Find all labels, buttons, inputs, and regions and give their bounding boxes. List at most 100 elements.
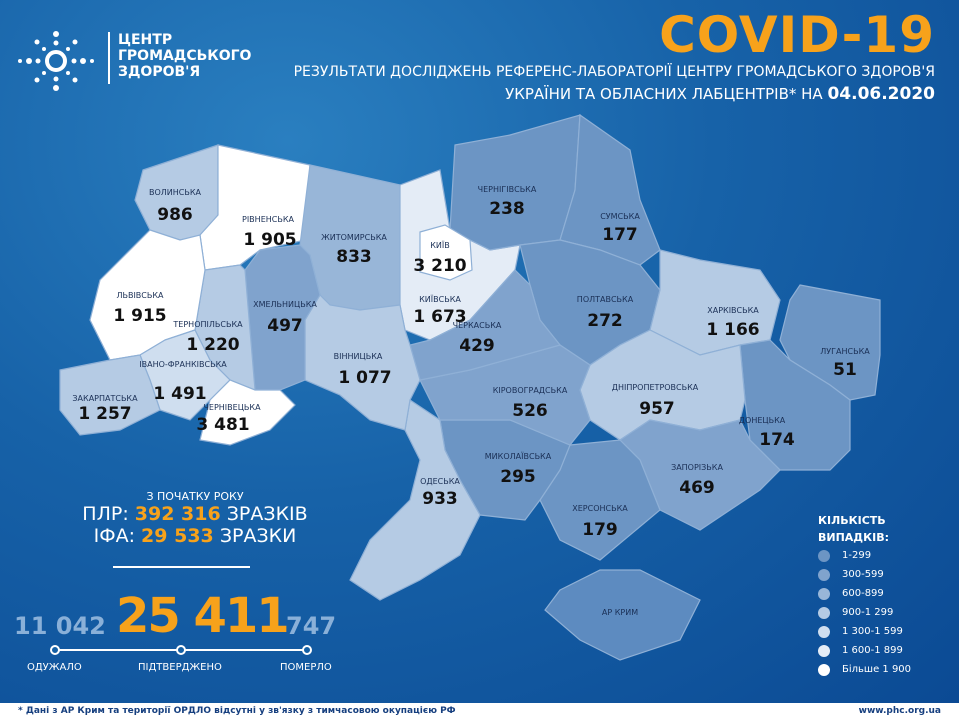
legend: КІЛЬКІСТЬ ВИПАДКІВ: 1-299 300-599 600-899 9… [818, 512, 911, 679]
region-cases: 1 673 [413, 307, 466, 327]
region-cases: 174 [759, 430, 795, 450]
pcr-unit: ЗРАЗКІВ [226, 503, 308, 525]
legend-swatch [818, 644, 830, 657]
legend-label: 900-1 299 [842, 607, 894, 618]
footnote: * Дані з АР Крим та території ОРДЛО відс… [18, 706, 456, 716]
region-cases: 272 [587, 311, 623, 331]
logo-line: ЗДОРОВ'Я [118, 64, 201, 80]
phc-logo-icon [18, 31, 94, 91]
region-cases: 295 [500, 467, 536, 487]
tests-summary: З ПОЧАТКУ РОКУ ПЛР: 392 316 ЗРАЗКІВ ІФА:… [0, 490, 390, 547]
region-cases: 1 915 [113, 306, 166, 326]
subtitle-text: УКРАЇНИ ТА ОБЛАСНИХ ЛАБЦЕНТРІВ* НА [505, 85, 823, 103]
legend-item: 1 300-1 599 [818, 622, 911, 641]
region-name: ЗАПОРІЗЬКА [671, 463, 723, 472]
region-cases: 1 166 [706, 320, 759, 340]
region-cases: 1 220 [186, 335, 239, 355]
page-title: COVID-19 [659, 6, 935, 64]
region-name: ХАРКІВСЬКА [707, 306, 759, 315]
region-cases: 497 [267, 316, 303, 336]
recovered-label: ОДУЖАЛО [27, 662, 82, 673]
logo-line: ЦЕНТР [118, 32, 173, 48]
region-name: ЖИТОМИРСЬКА [321, 233, 387, 242]
legend-swatch [818, 587, 830, 600]
region-name: ПОЛТАВСЬКА [577, 295, 634, 304]
region-24 [199, 379, 296, 446]
region-name: ДНІПРОПЕТРОВСЬКА [612, 383, 699, 392]
region-cases: 1 257 [78, 404, 131, 424]
recovered-dot [50, 645, 60, 655]
legend-label: 1 600-1 899 [842, 645, 903, 656]
footer: * Дані з АР Крим та території ОРДЛО відс… [0, 703, 959, 720]
legend-label: 600-899 [842, 588, 884, 599]
region-cases: 429 [459, 336, 495, 356]
legend-item: 900-1 299 [818, 603, 911, 622]
pcr-value: 392 316 [134, 503, 221, 525]
legend-item: 1 600-1 899 [818, 641, 911, 660]
region-cases: 51 [833, 360, 857, 380]
website-link[interactable]: www.phc.org.ua [858, 706, 941, 716]
region-name: ЧЕРКАСЬКА [453, 321, 502, 330]
since-label: З ПОЧАТКУ РОКУ [146, 490, 244, 503]
confirmed-label: ПІДТВЕРДЖЕНО [138, 662, 222, 673]
pcr-line: ПЛР: 392 316 ЗРАЗКІВ [0, 503, 390, 525]
region-name: ЛУГАНСЬКА [820, 347, 870, 356]
deaths-count: 747 [286, 612, 337, 640]
region-cases: 933 [422, 489, 458, 509]
region-13 [544, 569, 701, 661]
region-name: ЛЬВІВСЬКА [116, 291, 164, 300]
legend-item: 1-299 [818, 546, 911, 565]
region-name: КІРОВОГРАДСЬКА [493, 386, 568, 395]
region-name: ЗАКАРПАТСЬКА [72, 394, 138, 403]
divider [113, 566, 250, 568]
region-name: ОДЕСЬКА [420, 477, 460, 486]
region-name: ВОЛИНСЬКА [149, 188, 202, 197]
logo-divider [108, 32, 110, 84]
pcr-label: ПЛР: [82, 503, 129, 525]
subtitle: РЕЗУЛЬТАТИ ДОСЛІДЖЕНЬ РЕФЕРЕНС-ЛАБОРАТОР… [293, 64, 935, 80]
region-name: ТЕРНОПІЛЬСЬКА [172, 320, 243, 329]
legend-swatch [818, 606, 830, 619]
confirmed-count: 25 411 [116, 588, 290, 644]
logo-line: ГРОМАДСЬКОГО [118, 48, 252, 64]
region-name: ЧЕРНІГІВСЬКА [478, 185, 537, 194]
legend-label: 1-299 [842, 550, 872, 561]
region-cases: 526 [512, 401, 548, 421]
subtitle-date-line: УКРАЇНИ ТА ОБЛАСНИХ ЛАБЦЕНТРІВ* НА 04.06… [505, 84, 935, 104]
ifa-unit: ЗРАЗКИ [219, 525, 297, 547]
deaths-label: ПОМЕРЛО [280, 662, 332, 673]
region-name: КИЇВСЬКА [419, 294, 461, 304]
legend-swatch [818, 663, 830, 676]
ifa-value: 29 533 [141, 525, 214, 547]
region-cases: 986 [157, 205, 193, 225]
region-name: КИЇВ [430, 240, 450, 250]
region-23 [59, 354, 161, 436]
region-cases: 179 [582, 520, 618, 540]
region-cases: 177 [602, 225, 638, 245]
region-18 [304, 294, 421, 431]
region-cases: 3 481 [196, 415, 249, 435]
ukraine-map: ВОЛИНСЬКА 986 РІВНЕНСЬКА 1 905 ЖИТОМИРСЬКА 83… [59, 113, 881, 661]
legend-item: 300-599 [818, 565, 911, 584]
region-name: ЧЕРНІВЕЦЬКА [203, 403, 261, 412]
region-cases: 1 905 [243, 230, 296, 250]
organization-name: ЦЕНТР ГРОМАДСЬКОГО ЗДОРОВ'Я [118, 32, 251, 80]
region-name: ХЕРСОНСЬКА [572, 504, 628, 513]
legend-label: 300-599 [842, 569, 884, 580]
region-cases: 957 [639, 399, 675, 419]
recovered-count: 11 042 [14, 612, 106, 640]
legend-label: 1 300-1 599 [842, 626, 903, 637]
region-cases: 1 491 [153, 384, 206, 404]
region-name: АР КРИМ [602, 608, 638, 617]
region-cases: 833 [336, 247, 372, 267]
region-name: МИКОЛАЇВСЬКА [485, 451, 552, 461]
legend-item: 600-899 [818, 584, 911, 603]
ifa-line: ІФА: 29 533 ЗРАЗКИ [0, 525, 390, 547]
region-15 [349, 398, 481, 601]
ifa-label: ІФА: [93, 525, 135, 547]
legend-label: Більше 1 900 [842, 664, 912, 675]
legend-title: КІЛЬКІСТЬ [818, 514, 886, 527]
region-name: ДОНЕЦЬКА [739, 416, 786, 425]
region-name: ХМЕЛЬНИЦЬКА [253, 300, 317, 309]
legend-swatch [818, 625, 830, 638]
